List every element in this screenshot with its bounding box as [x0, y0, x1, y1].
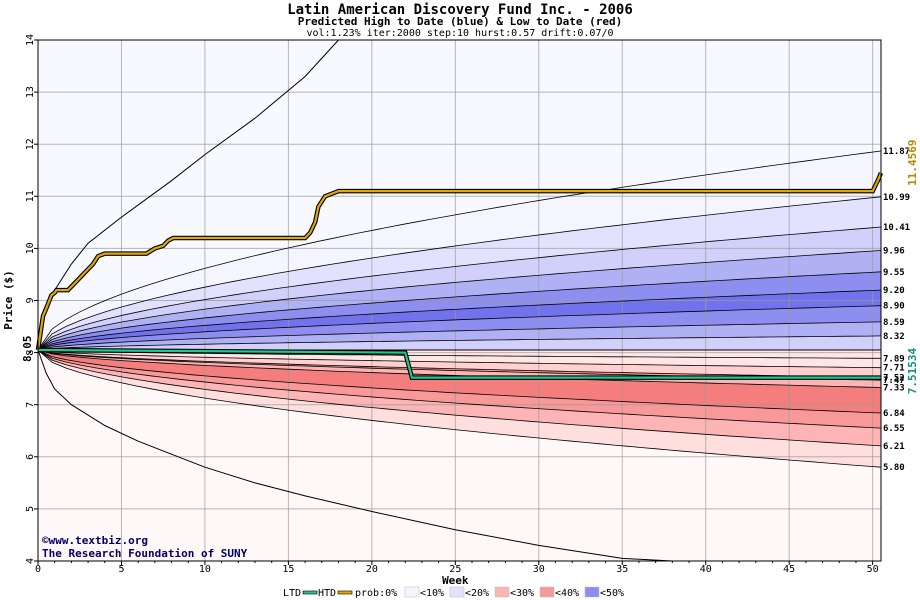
legend-swatch-1 — [449, 586, 465, 598]
band-line — [37, 226, 882, 351]
watermark-url: ©www.textbiz.org — [42, 534, 148, 547]
y-tick-label: 14 — [25, 34, 36, 46]
x-tick-label: 35 — [616, 564, 628, 575]
band-line — [37, 349, 882, 378]
band-end-label: 9.20 — [883, 286, 905, 296]
band-end-label: 7.47 — [883, 376, 905, 386]
band-end-label: 11.87 — [883, 147, 910, 157]
y-tick-label: 12 — [25, 138, 36, 150]
outer-lower-line — [37, 349, 673, 562]
chart-subtitle: Predicted High to Date (blue) & Low to D… — [297, 15, 623, 28]
grid-lines — [37, 39, 881, 562]
htd-end-label: 11.4569 — [906, 140, 919, 186]
legend-htd-label: HTD — [318, 588, 336, 599]
band-end-label: 8.90 — [883, 302, 905, 312]
y-tick-label: 5 — [25, 506, 36, 512]
y-tick-label: 13 — [25, 86, 36, 98]
labels: 11.8710.9910.419.969.559.208.908.598.327… — [21, 140, 919, 474]
legend-item-label: <50% — [600, 588, 624, 599]
lower-band-7 — [38, 350, 881, 368]
x-tick-label: 45 — [783, 564, 795, 575]
band-end-label: 6.55 — [883, 424, 905, 434]
band-end-label: 7.33 — [883, 384, 905, 394]
band-line — [37, 196, 882, 351]
legend-swatch-2 — [494, 586, 510, 598]
legend-ltd-swatch — [302, 590, 318, 595]
series-lines — [35, 172, 884, 380]
legend-prob-label: prob:0% — [355, 588, 397, 599]
legend-htd-swatch — [337, 590, 353, 595]
band-end-label: 9.55 — [883, 268, 905, 278]
band-line — [37, 305, 882, 351]
y-tick-label: 9 — [25, 297, 36, 303]
watermark-org: The Research Foundation of SUNY — [42, 547, 248, 560]
band-end-label: 6.21 — [883, 442, 905, 452]
axes: 0 5 10 15 20 25 30 35 40 45 504567891011121314Week… — [2, 34, 882, 587]
legend-item-label: <10% — [420, 588, 444, 599]
band-line — [37, 349, 882, 369]
legend: LTD HTD prob:0% <10% <20% <30% <40% <50% — [283, 586, 624, 599]
y-axis-label: Price ($) — [2, 270, 15, 330]
band-end-label: 7.52 — [883, 374, 905, 384]
band-end-label: 8.32 — [883, 332, 905, 342]
band-line — [37, 289, 882, 351]
start-price-label: 8.05 — [21, 335, 34, 362]
ltd-line — [37, 348, 881, 379]
legend-item-label: <40% — [555, 588, 579, 599]
legend-swatch-3 — [539, 586, 555, 598]
y-tick-label: 4 — [25, 558, 36, 564]
band-line — [37, 271, 882, 351]
legend-item-label: <30% — [510, 588, 534, 599]
htd-line — [36, 172, 883, 351]
y-tick-label: 6 — [25, 454, 36, 460]
band-line — [37, 321, 882, 351]
x-tick-label: 20 — [366, 564, 378, 575]
watermark: ©www.textbiz.org The Research Foundation… — [42, 534, 248, 560]
y-tick-label: 10 — [25, 242, 36, 254]
band-end-label: 7.89 — [883, 354, 905, 364]
y-tick-label: 11 — [25, 190, 36, 202]
band-line — [37, 150, 882, 351]
band-line — [37, 349, 882, 414]
legend-ltd-label: LTD — [283, 588, 301, 599]
x-tick-label: 5 — [118, 564, 124, 575]
band-line — [37, 349, 882, 447]
upper-band-8 — [38, 335, 881, 350]
band-end-label: 8.59 — [883, 318, 905, 328]
band-line — [37, 349, 882, 429]
x-tick-label: 10 — [199, 564, 211, 575]
y-tick-label: 7 — [25, 402, 36, 408]
x-tick-label: 50 — [867, 564, 879, 575]
ltd-end-label: 7.51534 — [906, 348, 919, 395]
band-end-label: 7.71 — [883, 364, 905, 374]
legend-swatch-0 — [404, 586, 420, 598]
legend-swatch-4 — [584, 586, 600, 598]
band-end-label: 9.96 — [883, 246, 905, 256]
chart-params: vol:1.23% iter:2000 step:10 hurst:0.57 d… — [306, 28, 614, 39]
band-line — [37, 335, 882, 351]
band-end-label: 10.99 — [883, 193, 910, 203]
band-end-label: 6.84 — [883, 409, 905, 419]
y-tick-label: 8 — [25, 350, 36, 356]
chart-title: Latin American Discovery Fund Inc. - 200… — [287, 2, 633, 18]
x-tick-label: 40 — [700, 564, 712, 575]
band-line — [37, 349, 882, 468]
legend-item-label: <20% — [465, 588, 489, 599]
x-axis-label: Week — [442, 574, 469, 587]
band-line — [37, 250, 882, 351]
x-tick-label: 0 — [35, 564, 41, 575]
x-tick-label: 25 — [449, 564, 461, 575]
x-tick-label: 30 — [533, 564, 545, 575]
band-end-label: 5.80 — [883, 463, 905, 473]
x-tick-label: 15 — [282, 564, 294, 575]
band-end-label: 10.41 — [883, 223, 910, 233]
